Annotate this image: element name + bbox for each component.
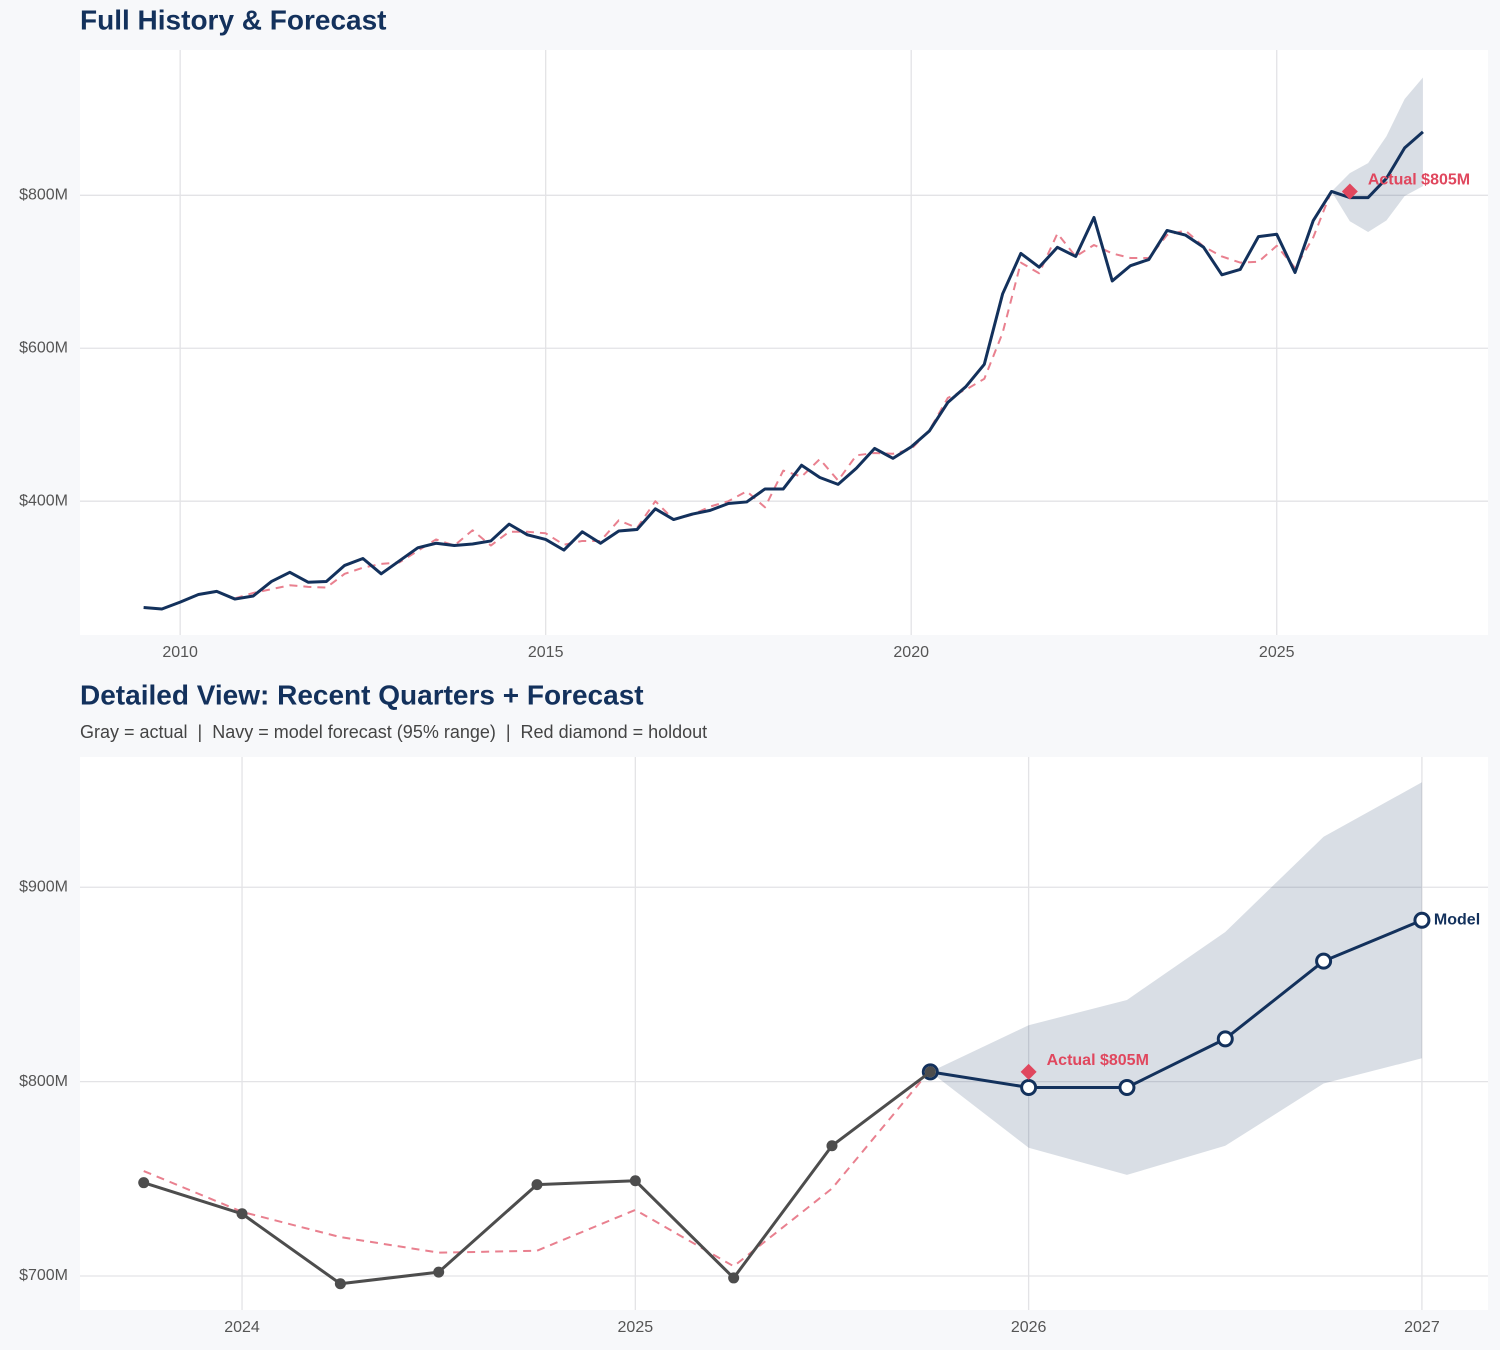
- point-marker: [236, 1208, 248, 1220]
- point-marker: [1118, 1078, 1136, 1096]
- x-tick-label: 2015: [528, 644, 564, 661]
- point-marker: [924, 1066, 936, 1078]
- x-tick-label: 2027: [1404, 1319, 1440, 1336]
- forecast-band: [930, 782, 1422, 1175]
- x-tick-label: 2026: [1011, 1319, 1047, 1336]
- point-marker: [1315, 952, 1333, 970]
- point-marker: [334, 1278, 346, 1290]
- point-marker: [629, 1175, 641, 1187]
- point-marker: [826, 1140, 838, 1152]
- point-marker: [1216, 1030, 1234, 1048]
- y-tick-label: $400M: [19, 492, 68, 509]
- chart-title: Full History & Forecast: [80, 4, 387, 35]
- point-marker: [433, 1266, 445, 1278]
- series-line: [930, 918, 1423, 1089]
- x-tick-label: 2020: [893, 644, 929, 661]
- chart-subtitle: Gray = actual | Navy = model forecast (9…: [80, 722, 707, 742]
- x-tick-label: 2010: [162, 644, 198, 661]
- x-tick-label: 2025: [1259, 644, 1295, 661]
- y-tick-label: $700M: [19, 1267, 68, 1284]
- y-tick-label: $900M: [19, 878, 68, 895]
- plot-area: [80, 50, 1488, 635]
- plot-area: [80, 757, 1488, 1310]
- point-marker: [1413, 911, 1431, 929]
- y-tick-label: $800M: [19, 187, 68, 204]
- holdout-diamond: [1020, 1063, 1037, 1080]
- chart-title: Detailed View: Recent Quarters + Forecas…: [80, 679, 644, 710]
- point-marker: [531, 1179, 543, 1191]
- holdout-diamond: [1341, 183, 1358, 200]
- annotation: Actual $805M: [1047, 1052, 1149, 1069]
- y-tick-label: $800M: [19, 1073, 68, 1090]
- fitted-line: [143, 1069, 932, 1268]
- y-tick-label: $600M: [19, 339, 68, 356]
- point-marker: [728, 1272, 740, 1284]
- point-marker: [138, 1177, 150, 1189]
- annotation: Actual $805M: [1368, 172, 1470, 189]
- end-label: Model: [1434, 911, 1480, 928]
- series-line: [143, 130, 1424, 611]
- point-marker: [1020, 1078, 1038, 1096]
- x-tick-label: 2025: [618, 1319, 654, 1336]
- x-tick-label: 2024: [224, 1319, 260, 1336]
